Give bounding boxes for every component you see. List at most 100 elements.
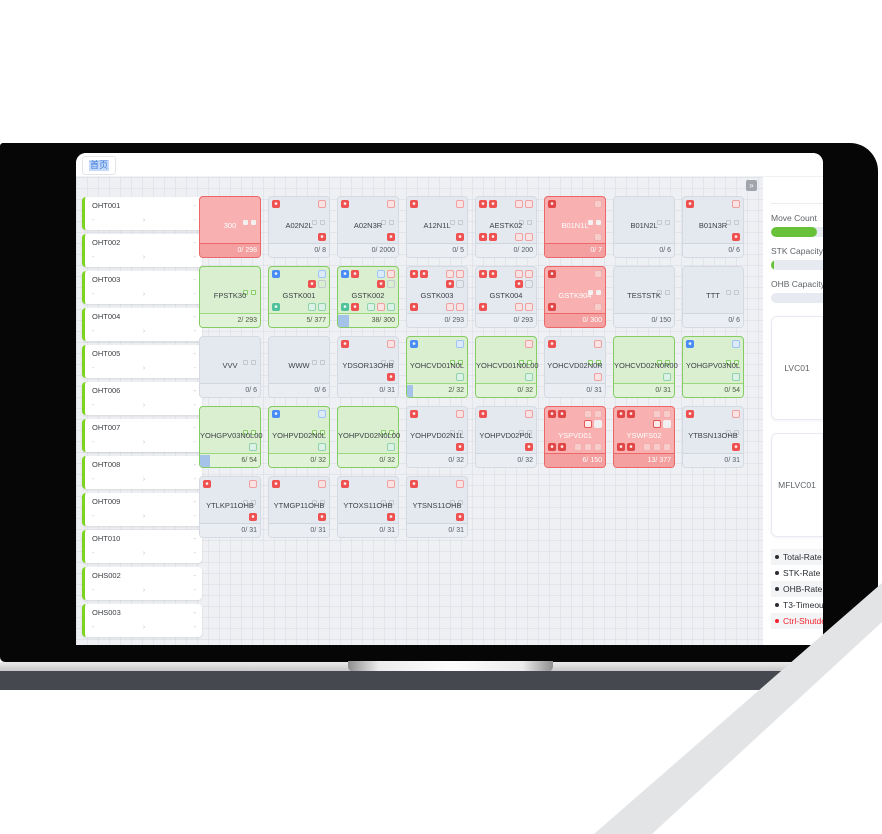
station-card[interactable]: YTMGP11OHB 0/ 31 <box>268 476 330 538</box>
station-card[interactable]: WWW 0/ 6 <box>268 336 330 398</box>
move-count-bar <box>771 227 823 237</box>
card-bottomright-icons <box>515 233 533 241</box>
card-bottomright-icons <box>594 373 602 381</box>
lv-box-lvc01[interactable]: LVC01 <box>771 316 823 420</box>
station-card[interactable]: YOHGPV03N0L 0/ 54 <box>682 336 744 398</box>
station-card[interactable]: YOHPVD02P0L 0/ 32 <box>475 406 537 468</box>
station-card[interactable]: A12N1L 0/ 5 <box>406 196 468 258</box>
station-card[interactable]: GSTK004 0/ 293 <box>475 266 537 328</box>
station-card[interactable]: TTT 0/ 6 <box>682 266 744 328</box>
card-second-row-icons <box>308 280 326 288</box>
station-card[interactable]: B01N3R 0/ 6 <box>682 196 744 258</box>
card-port-dots <box>726 360 739 365</box>
oht-card[interactable]: OHT008 - - › - <box>82 456 202 489</box>
oht-card[interactable]: OHT001 - - › - <box>82 197 202 230</box>
port-dot-icon <box>450 360 455 365</box>
station-card[interactable]: TESTSTK 0/ 150 <box>613 266 675 328</box>
station-count: 0/ 300 <box>545 313 605 327</box>
oht-card[interactable]: OHT004 - - › - <box>82 308 202 341</box>
card-topright-icons <box>387 200 395 208</box>
status-blue-outline-icon <box>732 340 740 348</box>
status-green-outline-icon <box>318 303 326 311</box>
oht-card[interactable]: OHT006 - - › - <box>82 382 202 415</box>
oht-card[interactable]: OHT003 - - › - <box>82 271 202 304</box>
oht-card[interactable]: OHT010 - - › - <box>82 530 202 563</box>
station-card[interactable]: GSTK001 5/ 377 <box>268 266 330 328</box>
card-topright-icons <box>318 410 326 418</box>
oht-card[interactable]: OHT007 - - › - <box>82 419 202 452</box>
oht-stat-right: - <box>193 474 197 483</box>
station-card[interactable]: GSTK002 38/ 300 <box>337 266 399 328</box>
card-bottomright-icons <box>574 443 602 451</box>
chevron-right-icon: › <box>142 215 146 224</box>
tab-home[interactable]: 首页 <box>82 156 117 175</box>
station-card[interactable]: YTOXS11OHB 0/ 31 <box>337 476 399 538</box>
alarm-red-icon <box>525 443 533 451</box>
alarm-red-icon <box>377 280 385 288</box>
right-sidebar: Move Count STK Capacity OHB Capacity LVC… <box>763 177 823 645</box>
station-card[interactable]: YTLKP11OHB 0/ 31 <box>199 476 261 538</box>
station-card[interactable]: FPSTK30 2/ 293 <box>199 266 261 328</box>
station-card[interactable]: YOHCVD01N0L00 0/ 32 <box>475 336 539 398</box>
card-bottomright-icons <box>387 373 395 381</box>
station-card[interactable]: B01N1L 0/ 7 <box>544 196 606 258</box>
station-card[interactable]: YOHGPV03N0L00 6/ 54 <box>199 406 263 468</box>
station-card[interactable]: GSTK003 0/ 293 <box>406 266 468 328</box>
station-title: YOHPVD02N1L <box>410 431 464 440</box>
ohb-capacity-label: OHB Capacity <box>771 279 823 289</box>
alarm-red-outline-icon <box>446 270 454 278</box>
oht-card[interactable]: OHT005 - - › - <box>82 345 202 378</box>
card-port-dots <box>726 220 739 225</box>
oht-card-value: - <box>193 275 197 284</box>
station-count: 0/ 6 <box>269 383 329 397</box>
station-card[interactable]: B01N2L 0/ 6 <box>613 196 675 258</box>
station-card[interactable]: GSTK904 0/ 300 <box>544 266 606 328</box>
station-progress-chip <box>407 385 413 397</box>
station-title: B01N3R <box>698 221 728 230</box>
oht-card[interactable]: OHS002 - - › - <box>82 567 202 600</box>
station-card[interactable]: YDSOR13OHB 0/ 31 <box>337 336 399 398</box>
status-pale-red-icon <box>574 443 582 451</box>
oht-card[interactable]: OHT009 - - › - <box>82 493 202 526</box>
chevron-right-icon: › <box>142 400 146 409</box>
oht-stat-right: - <box>193 622 197 631</box>
card-topright-icons <box>446 270 464 278</box>
card-topright-icons <box>594 340 602 348</box>
station-card[interactable]: VVV 0/ 6 <box>199 336 261 398</box>
station-card[interactable]: YOHPVD02N0L 0/ 32 <box>268 406 330 468</box>
station-card[interactable]: YOHCVD02N0R00 0/ 31 <box>613 336 678 398</box>
alarm-red-icon <box>318 233 326 241</box>
port-dot-icon <box>588 220 593 225</box>
station-card[interactable]: YOHPVD02N1L 0/ 32 <box>406 406 468 468</box>
oht-card-title: OHT004 <box>92 312 121 321</box>
chevron-right-icon: › <box>142 474 146 483</box>
map-grid-area: » OHT001- - › - OHT002- - › - OHT003- - › - OHT004- -… <box>76 177 763 645</box>
card-topleft-icons <box>410 480 418 488</box>
station-card[interactable]: YSWFS02 13/ 377 <box>613 406 675 468</box>
alarm-red-icon <box>686 410 694 418</box>
port-dot-icon <box>389 360 394 365</box>
station-card[interactable]: YSPVD01 6/ 150 <box>544 406 606 468</box>
station-count: 0/ 32 <box>338 453 398 467</box>
oht-stat-left: - <box>92 474 95 483</box>
station-count: 0/ 6 <box>683 243 743 257</box>
station-card[interactable]: AESTK02 0/ 200 <box>475 196 537 258</box>
port-dot-icon <box>657 220 662 225</box>
station-card[interactable]: 300 0/ 298 <box>199 196 261 258</box>
oht-card[interactable]: OHT002 - - › - <box>82 234 202 267</box>
card-port-dots <box>243 220 256 225</box>
oht-card[interactable]: OHS003 - - › - <box>82 604 202 637</box>
lv-box-mflvc01[interactable]: MFLVC01 <box>771 433 823 537</box>
station-card[interactable]: YOHPVD02N0L00 0/ 32 <box>337 406 400 468</box>
station-card[interactable]: YOHCVD01N0L 2/ 32 <box>406 336 468 398</box>
alarm-red-icon <box>489 233 497 241</box>
alarm-red-outline-icon <box>456 303 464 311</box>
expand-sidebar-button[interactable]: » <box>746 180 757 191</box>
station-card[interactable]: A02N2L 0/ 8 <box>268 196 330 258</box>
station-card[interactable]: YOHCVD02N0R 0/ 31 <box>544 336 606 398</box>
station-card[interactable]: A02N3R 0/ 2000 <box>337 196 399 258</box>
station-card[interactable]: YTSNS11OHB 0/ 31 <box>406 476 468 538</box>
card-topleft-icons <box>272 270 280 278</box>
station-card[interactable]: YTBSN13OHB 0/ 31 <box>682 406 744 468</box>
status-blue-outline-icon <box>456 340 464 348</box>
